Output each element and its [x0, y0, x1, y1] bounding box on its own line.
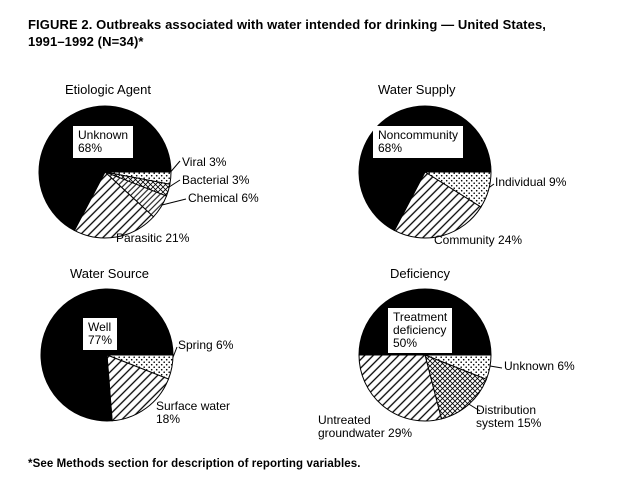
inner-label-line: 77%	[88, 333, 113, 347]
pie-chart-water-supply: Water Supply Noncommunity 68% Individual…	[348, 82, 619, 262]
pie-slice-parasitic	[73, 171, 155, 239]
chart-title-deficiency: Deficiency	[390, 266, 450, 281]
inner-label-noncommunity: Noncommunity 68%	[373, 126, 464, 158]
slice-label-surface-water: Surface water 18%	[156, 399, 231, 426]
inner-label-line: 68%	[378, 141, 403, 155]
inner-label-unknown: Unknown 68%	[73, 126, 134, 158]
pie-slice-unknown	[38, 105, 172, 232]
slice-label-chemical: Chemical 6%	[188, 191, 259, 205]
chart-title-water-source: Water Source	[70, 266, 149, 281]
slice-label-unknown: Unknown 6%	[504, 359, 575, 373]
figure-footnote: *See Methods section for description of …	[28, 458, 361, 470]
etiologic-agent-pie	[38, 105, 187, 239]
pie-slice-well	[40, 288, 174, 422]
inner-label-line: 50%	[393, 336, 418, 350]
inner-label-line: Unknown	[78, 128, 129, 142]
inner-label-line: deficiency	[393, 323, 447, 337]
slice-label-untreated-groundwater: Untreated groundwater 29%	[318, 413, 413, 440]
chart-title-water-supply: Water Supply	[378, 82, 456, 97]
pie-chart-deficiency: Deficiency Treatment deficiency 50% Unkn…	[300, 266, 619, 454]
slice-label-parasitic: Parasitic 21%	[116, 231, 190, 245]
water-source-pie	[40, 288, 178, 422]
figure-title: FIGURE 2. Outbreaks associated with wate…	[28, 16, 606, 50]
slice-label-viral: Viral 3%	[182, 155, 227, 169]
slice-label-individual: Individual 9%	[495, 175, 567, 189]
inner-label-well: Well 77%	[83, 318, 118, 350]
pie-slice-untreated-groundwater	[358, 354, 443, 422]
chart-title-etiologic-agent: Etiologic Agent	[65, 82, 152, 97]
inner-label-line: 68%	[78, 141, 103, 155]
pie-slice-community	[393, 171, 482, 239]
figure-title-line2: 1991–1992 (N=34)*	[28, 34, 144, 49]
pie-chart-water-source: Water Source Well 77% Spring 6% Surface …	[28, 266, 313, 454]
pie-chart-etiologic-agent: Etiologic Agent Unknown 68% Viral 3% Bac…	[28, 82, 313, 262]
slice-label-spring: Spring 6%	[178, 338, 234, 352]
inner-label-line: Treatment	[393, 310, 448, 324]
slice-label-bacterial: Bacterial 3%	[182, 173, 250, 187]
inner-label-line: Noncommunity	[378, 128, 459, 142]
pie-slice-distribution-system	[424, 354, 488, 420]
inner-label-line: Well	[88, 320, 112, 334]
slice-label-community: Community 24%	[434, 233, 523, 247]
pie-slice-surface-water	[106, 354, 170, 422]
inner-label-treatment-deficiency: Treatment deficiency 50%	[388, 308, 453, 353]
leader-line-unknown	[489, 365, 503, 369]
figure-title-line1: FIGURE 2. Outbreaks associated with wate…	[28, 17, 546, 32]
slice-label-distribution-system: Distribution system 15%	[476, 403, 542, 430]
